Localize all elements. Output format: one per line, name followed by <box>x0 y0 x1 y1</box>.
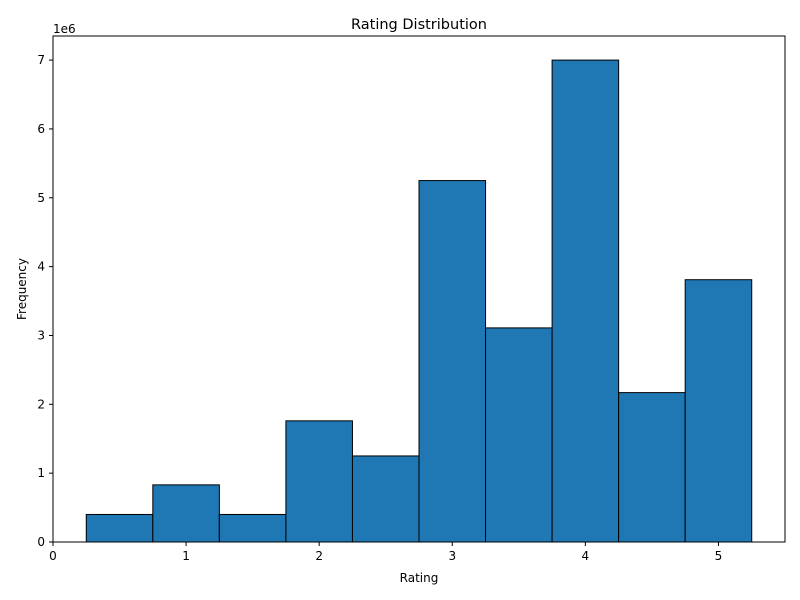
y-tick-label: 7 <box>37 53 45 67</box>
x-axis-ticks: 0 1 2 3 4 5 <box>49 542 722 563</box>
y-axis-offset-label: 1e6 <box>53 22 76 36</box>
x-tick-label: 1 <box>182 549 190 563</box>
y-tick-label: 4 <box>37 260 45 274</box>
x-axis-label: Rating <box>400 571 439 585</box>
histogram-bar-2 <box>218 513 287 543</box>
y-axis-ticks: 0 1 2 3 4 5 6 7 <box>37 53 53 549</box>
x-tick-label: 3 <box>448 549 456 563</box>
x-tick-label: 4 <box>582 549 590 563</box>
bars-group <box>85 59 753 543</box>
y-tick-label: 1 <box>37 466 45 480</box>
histogram-bar-3 <box>285 420 353 543</box>
chart-title: Rating Distribution <box>351 17 487 33</box>
y-tick-label: 5 <box>37 191 45 205</box>
histogram-bar-6 <box>485 327 553 543</box>
plot-area-frame <box>52 35 786 543</box>
y-tick-label: 6 <box>37 122 45 136</box>
y-tick-label: 0 <box>37 535 45 549</box>
histogram-bar-5 <box>418 180 487 543</box>
x-tick-label: 2 <box>315 549 323 563</box>
x-tick-label: 0 <box>49 549 57 563</box>
x-tick-label: 5 <box>715 549 723 563</box>
y-tick-label: 3 <box>37 328 45 342</box>
y-axis-label: Frequency <box>15 258 29 320</box>
histogram-bar-0 <box>85 513 154 543</box>
histogram-bar-8 <box>618 392 686 543</box>
histogram-bar-7 <box>551 59 620 543</box>
histogram-bar-9 <box>684 279 753 543</box>
y-tick-label: 2 <box>37 397 45 411</box>
histogram-bar-4 <box>351 455 420 543</box>
histogram-bar-1 <box>152 484 220 543</box>
